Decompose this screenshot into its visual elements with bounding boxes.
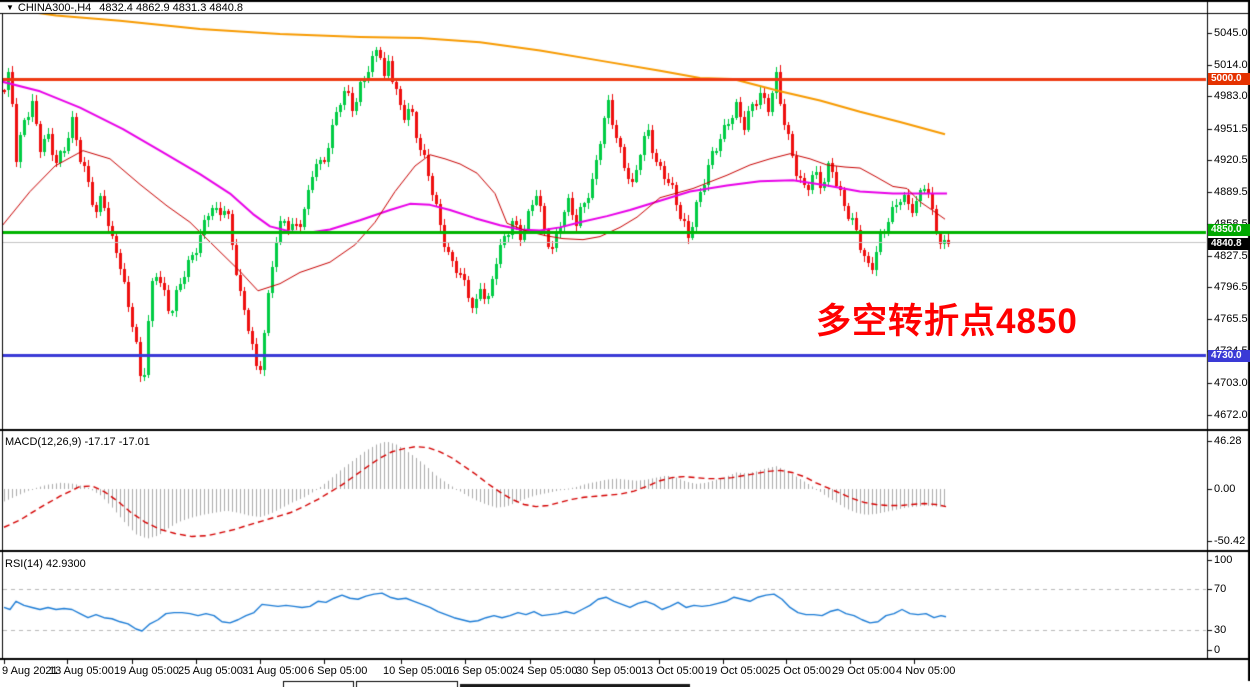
time-axis-label[interactable]: 9 Aug 2021 xyxy=(2,665,58,677)
time-axis-label[interactable]: 29 Oct 05:00 xyxy=(832,665,895,677)
price-axis-label: 4765.5 xyxy=(1214,312,1248,325)
price-axis-label: 4951.5 xyxy=(1214,122,1248,135)
price-level-badge: 4840.8 xyxy=(1208,238,1250,250)
time-axis-label[interactable]: 6 Sep 05:00 xyxy=(308,665,368,677)
macd-axis-label: -50.42 xyxy=(1214,535,1246,547)
time-axis-label[interactable]: 4 Nov 05:00 xyxy=(896,665,956,677)
macd-axis-label: 0.00 xyxy=(1214,483,1236,495)
trend-note-annotation[interactable]: 多空转折点4850 xyxy=(816,302,1078,341)
price-level-badge: 4850.0 xyxy=(1208,224,1250,236)
time-axis-label[interactable]: 24 Sep 05:00 xyxy=(512,665,578,677)
macd-axis-label: 46.28 xyxy=(1214,435,1242,447)
rsi-axis-label: 100 xyxy=(1214,554,1233,566)
time-axis-label[interactable]: 16 Sep 05:00 xyxy=(447,665,513,677)
time-axis-label[interactable]: 25 Oct 05:00 xyxy=(768,665,831,677)
rsi-axis-label: 0 xyxy=(1214,644,1221,656)
macd-indicator-label: MACD(12,26,9) -17.17 -17.01 xyxy=(5,436,150,448)
price-axis-label: 4920.5 xyxy=(1214,154,1248,167)
time-axis-label[interactable]: 10 Sep 05:00 xyxy=(383,665,449,677)
chevron-down-icon[interactable]: ▼ xyxy=(6,3,14,12)
time-axis-label[interactable]: 30 Sep 05:00 xyxy=(576,665,642,677)
price-axis-label: 4889.5 xyxy=(1214,186,1248,199)
price-axis-label: 4703.0 xyxy=(1214,376,1248,389)
price-level-badge: 4730.0 xyxy=(1208,350,1250,362)
time-axis-label[interactable]: 31 Aug 05:00 xyxy=(242,665,307,677)
price-axis-label: 5014.0 xyxy=(1214,58,1248,71)
rsi-indicator-label: RSI(14) 42.9300 xyxy=(5,558,86,570)
price-axis-label: 5045.0 xyxy=(1214,27,1248,39)
price-axis-label: 4796.5 xyxy=(1214,281,1248,294)
time-axis-label[interactable]: 13 Oct 05:00 xyxy=(641,665,704,677)
time-axis-label[interactable]: 19 Oct 05:00 xyxy=(705,665,768,677)
price-axis-label: 4672.0 xyxy=(1214,408,1248,421)
rsi-axis-label: 70 xyxy=(1214,583,1227,595)
price-axis-label: 4983.0 xyxy=(1214,90,1248,103)
time-axis-label[interactable]: 25 Aug 05:00 xyxy=(178,665,243,677)
chart-title: ▼ CHINA300-,H4 4832.4 4862.9 4831.3 4840.8 xyxy=(6,2,243,15)
rsi-axis-label: 30 xyxy=(1214,624,1227,636)
ohlc-values-label: 4832.4 4862.9 4831.3 4840.8 xyxy=(99,2,244,14)
price-axis-label: 4827.5 xyxy=(1214,249,1248,262)
symbol-timeframe-label: CHINA300-,H4 xyxy=(17,2,92,14)
time-axis-label[interactable]: 13 Aug 05:00 xyxy=(49,665,114,677)
price-level-badge: 5000.0 xyxy=(1208,73,1250,85)
time-axis-label[interactable]: 19 Aug 05:00 xyxy=(114,665,179,677)
